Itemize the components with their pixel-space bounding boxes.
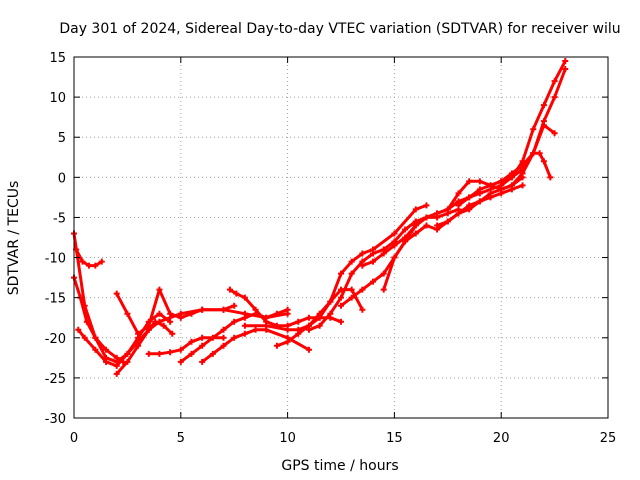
data-point-markers: [434, 66, 569, 229]
series-line: [115, 288, 236, 336]
series-line: [339, 59, 567, 308]
chart-title: Day 301 of 2024, Sidereal Day-to-day VTE…: [59, 21, 620, 37]
data-point-markers: [177, 306, 291, 365]
x-tick-label: 20: [493, 431, 510, 446]
data-point-markers: [305, 218, 419, 333]
series-sat-l: [273, 286, 366, 349]
series-sat-t: [487, 150, 554, 189]
series-sat-f: [113, 286, 238, 337]
grid: [74, 57, 608, 418]
y-axis-title: SDTVAR / TECUs: [6, 181, 22, 296]
data-point-markers: [338, 58, 569, 309]
x-axis-title: GPS time / hours: [281, 458, 398, 474]
series-line: [360, 207, 460, 268]
y-tick-label: -25: [45, 372, 66, 387]
data-point-markers: [273, 286, 366, 349]
y-tick-label: -5: [53, 211, 66, 226]
series-sat-r: [434, 66, 569, 229]
y-tick-label: -30: [45, 412, 66, 427]
series-sat-n: [338, 58, 569, 309]
series-sat-i: [199, 326, 312, 365]
series-line: [457, 123, 557, 207]
y-tick-label: 0: [58, 171, 66, 186]
series-sat-c: [73, 246, 105, 269]
series-sat-h: [177, 306, 291, 365]
y-tick-label: 10: [49, 91, 66, 106]
x-tick-label: 15: [386, 431, 403, 446]
x-tick-label: 10: [279, 431, 296, 446]
series-line: [307, 220, 418, 332]
y-tick-label: 15: [49, 51, 66, 66]
data-point-markers: [113, 286, 238, 337]
data-point-markers: [226, 202, 430, 329]
series-line: [76, 312, 172, 368]
data-point-markers: [487, 150, 554, 189]
x-tick-label: 0: [70, 431, 78, 446]
axis-ticks: 0 5 10 15 20 25 -30 -25 -20 -15 -10 -5 0 5 10 15: [45, 51, 617, 446]
series-sat-g: [145, 334, 227, 357]
data-point-markers: [199, 326, 312, 365]
series-sat-m: [305, 218, 419, 333]
series-line: [228, 203, 428, 328]
plot-frame: [73, 56, 609, 419]
y-tick-label: 5: [58, 131, 66, 146]
data-point-markers: [145, 334, 227, 357]
series-sat-s: [455, 122, 558, 209]
series-sat-e: [113, 318, 176, 377]
data-point-markers: [113, 318, 176, 377]
y-tick-label: -15: [45, 292, 66, 307]
x-tick-label: 5: [177, 431, 185, 446]
y-tick-label: -10: [45, 252, 66, 267]
series-sat-j: [226, 202, 430, 329]
data-point-markers: [73, 246, 105, 269]
y-tick-label: -20: [45, 332, 66, 347]
series-group: [71, 58, 569, 377]
x-tick-label: 25: [600, 431, 617, 446]
